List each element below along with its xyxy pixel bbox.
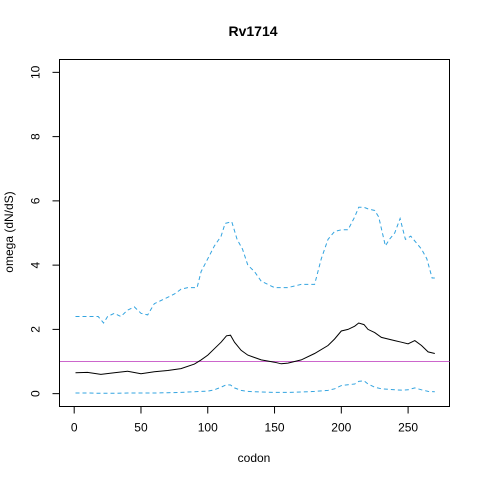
y-axis: 0 2 4 6 8 10 <box>29 65 60 397</box>
series-line-dashed <box>75 380 435 394</box>
series-line-dashed <box>75 206 435 324</box>
x-tick-label: 50 <box>134 421 148 435</box>
y-tick-label: 2 <box>29 326 43 333</box>
x-tick-label: 250 <box>398 421 418 435</box>
plot-area-frame <box>59 59 450 407</box>
x-tick-label: 100 <box>198 421 218 435</box>
series-layer <box>75 206 435 394</box>
y-tick-label: 10 <box>29 65 43 79</box>
y-tick-label: 6 <box>29 197 43 204</box>
y-tick-label: 8 <box>29 133 43 140</box>
x-axis-label: codon <box>238 451 271 465</box>
x-tick-label: 200 <box>331 421 351 435</box>
x-tick-label: 150 <box>265 421 285 435</box>
y-tick-label: 4 <box>29 261 43 268</box>
x-tick-label: 0 <box>71 421 78 435</box>
series-line-solid <box>75 322 435 375</box>
x-axis: 0 50 100 150 200 250 <box>71 406 418 435</box>
y-axis-label: omega (dN/dS) <box>2 191 16 272</box>
y-tick-label: 0 <box>29 390 43 397</box>
chart-title: Rv1714 <box>228 23 277 39</box>
